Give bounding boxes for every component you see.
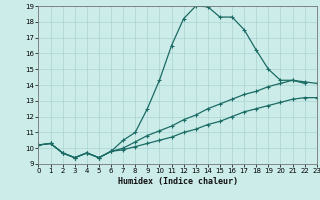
X-axis label: Humidex (Indice chaleur): Humidex (Indice chaleur) <box>118 177 238 186</box>
